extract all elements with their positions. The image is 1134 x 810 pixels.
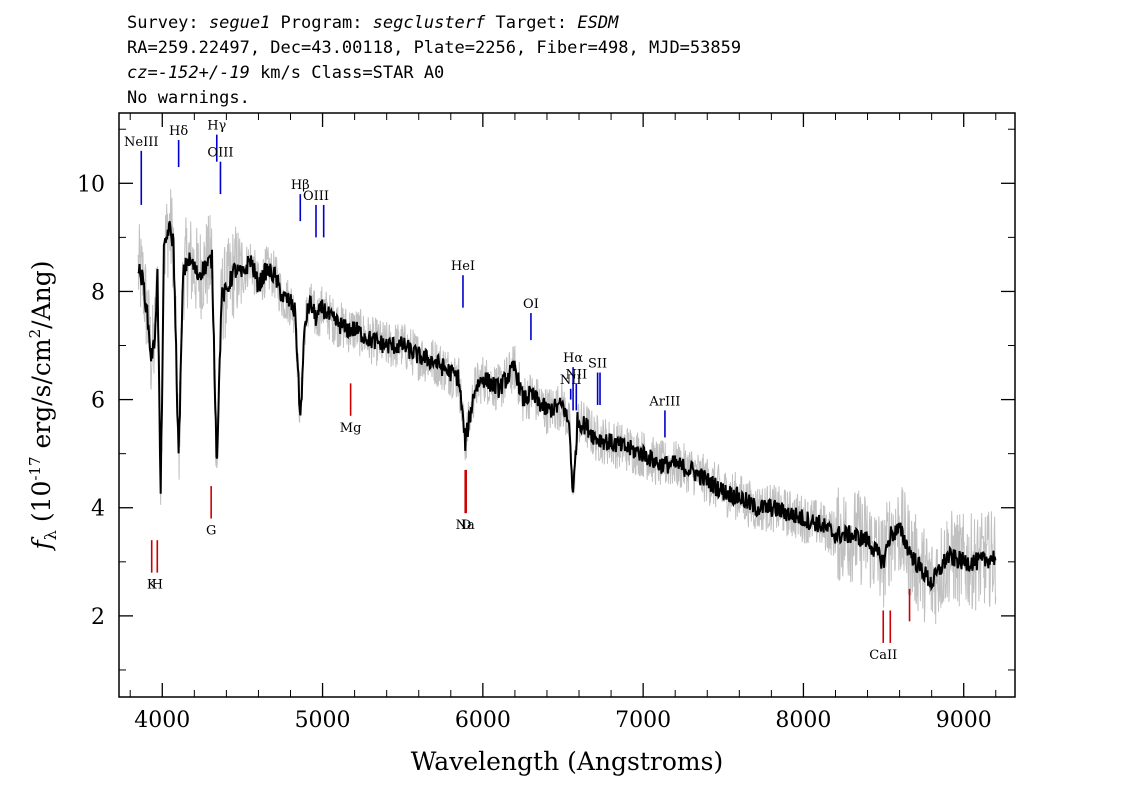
program-name: segclusterf (372, 13, 486, 33)
error-band-layer (137, 189, 997, 625)
emission-line-label: ArIII (648, 394, 680, 409)
x-tick-label: 7000 (615, 708, 671, 733)
absorption-line-label: Mg (340, 421, 362, 436)
emission-line-label: Hδ (169, 124, 188, 139)
emission-line-label: NII (565, 367, 587, 382)
emission-line-label: NeIII (124, 135, 158, 150)
absorption-line-label: CaII (869, 648, 897, 663)
target-name: ESDM (577, 13, 619, 33)
header-line-2: RA=259.22497, Dec=43.00118, Plate=2256, … (127, 38, 742, 58)
flux-series (137, 221, 997, 592)
ticks-layer: 4000 5000 6000 7000 8000 9000 2 4 6 8 10 (77, 113, 1015, 733)
emission-line-label: OIII (207, 146, 233, 161)
absorption-line-label: H (152, 578, 163, 593)
y-tick-label: 6 (91, 389, 105, 414)
emission-line-label: Hβ (291, 178, 310, 193)
plot-frame (118, 112, 1016, 698)
header-line-1: Survey: segue1 Program: segclusterf Targ… (127, 13, 619, 33)
absorption-line-label: K (147, 578, 157, 593)
header-line-3: cz=-152+/-19 km/s Class=STAR A0 (127, 63, 445, 83)
absorption-line-label: Na (456, 518, 475, 533)
survey-name: segue1 (208, 13, 271, 33)
absorption-line-label: G (206, 524, 216, 539)
x-axis-title: Wavelength (Angstroms) (411, 747, 723, 776)
x-tick-label: 6000 (455, 708, 511, 733)
flux-layer (137, 221, 997, 592)
error-series (137, 189, 997, 625)
emission-line-label: Hα (563, 351, 583, 366)
absorption-line-label: D (461, 518, 471, 533)
y-axis-title: fλ (10-17 erg/s/cm2/Ang) (26, 260, 60, 551)
x-tick-label: 9000 (936, 708, 992, 733)
x-tick-label: 8000 (775, 708, 831, 733)
y-tick-label: 10 (77, 172, 105, 197)
emission-line-label: OI (523, 297, 539, 312)
x-tick-label: 4000 (134, 708, 190, 733)
y-tick-label: 4 (91, 497, 105, 522)
emission-line-label: Hγ (207, 119, 226, 134)
x-tick-label: 5000 (295, 708, 351, 733)
emission-line-label: OIII (303, 189, 329, 204)
y-tick-label: 2 (91, 605, 105, 630)
emission-line-label: SII (588, 357, 607, 372)
y-tick-label: 8 (91, 280, 105, 305)
redshift-value: cz=-152+/-19 (127, 63, 250, 83)
emission-line-label: HeI (451, 259, 475, 274)
header-line-4: No warnings. (127, 88, 250, 108)
